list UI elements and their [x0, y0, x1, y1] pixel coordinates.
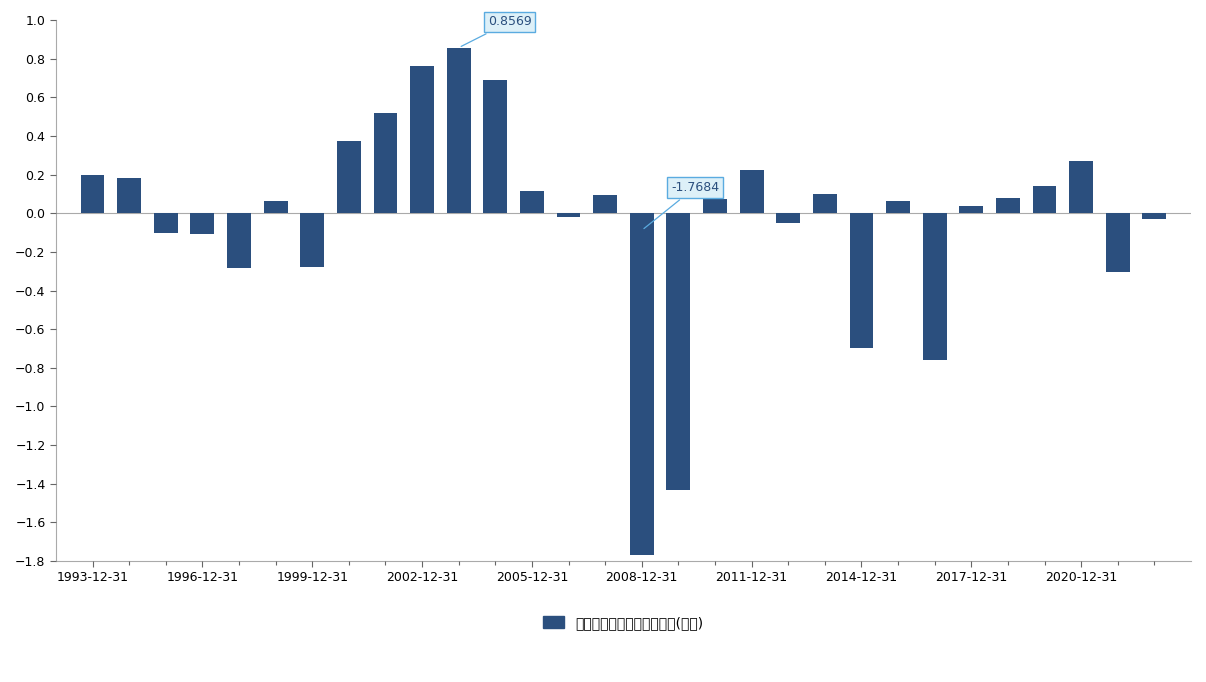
Bar	[960, 206, 983, 213]
Bar	[923, 213, 947, 359]
Bar	[410, 66, 434, 213]
Bar	[703, 199, 727, 213]
Bar	[264, 201, 287, 213]
Bar	[1070, 161, 1093, 213]
Bar	[996, 198, 1020, 213]
Bar	[81, 175, 105, 213]
Bar	[520, 192, 544, 213]
Bar	[630, 213, 654, 555]
Bar	[813, 194, 837, 213]
Bar	[1032, 186, 1056, 213]
Bar	[849, 213, 873, 348]
Bar	[667, 213, 690, 490]
Bar	[886, 201, 911, 213]
Bar	[154, 213, 177, 233]
Bar	[300, 213, 324, 267]
Bar	[117, 178, 141, 213]
Bar	[374, 113, 397, 213]
Bar	[557, 213, 580, 217]
Bar	[739, 170, 763, 213]
Text: 0.8569: 0.8569	[461, 15, 532, 46]
Bar	[1106, 213, 1130, 271]
Bar	[593, 196, 617, 213]
Bar	[1142, 213, 1166, 219]
Legend: 归属于母公司股东的净利润(亿元): 归属于母公司股东的净利润(亿元)	[538, 610, 709, 636]
Text: -1.7684: -1.7684	[644, 181, 719, 228]
Bar	[484, 80, 508, 213]
Bar	[227, 213, 251, 268]
Bar	[191, 213, 215, 233]
Bar	[336, 141, 361, 213]
Bar	[446, 48, 470, 213]
Bar	[777, 213, 800, 223]
